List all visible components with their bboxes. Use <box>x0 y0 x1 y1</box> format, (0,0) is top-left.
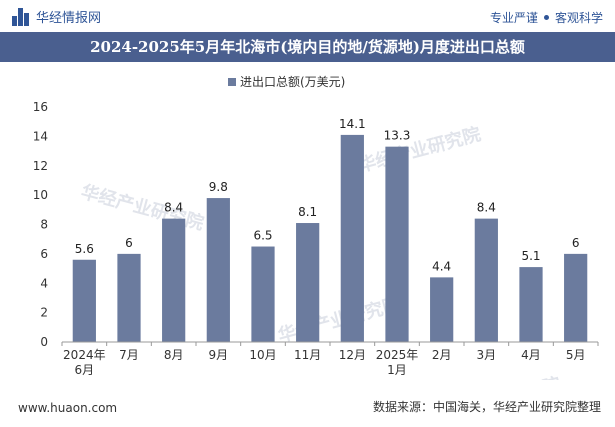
tagline: 专业严谨 客观科学 <box>490 9 603 26</box>
data-label: 8.1 <box>298 205 317 219</box>
watermark-text: 华经产业研究院 <box>276 293 403 347</box>
y-tick-label: 10 <box>33 188 48 202</box>
bar <box>162 218 186 342</box>
x-tick-label: 8月 <box>164 348 184 362</box>
data-label: 8.4 <box>164 201 183 215</box>
x-tick-label: 4月 <box>521 348 541 362</box>
y-tick-label: 0 <box>40 335 48 349</box>
bar <box>117 253 141 342</box>
bar <box>206 198 230 342</box>
legend-swatch <box>228 78 236 86</box>
y-tick-label: 4 <box>40 276 48 290</box>
data-label: 13.3 <box>384 129 411 143</box>
y-tick-label: 16 <box>33 100 48 114</box>
x-tick-label: 7月 <box>119 348 139 362</box>
tagline-b: 客观科学 <box>554 11 603 25</box>
watermark-text: 华经产业研究院 <box>436 373 563 380</box>
y-axis: 0 2 4 6 8 10 12 14 16 <box>33 100 48 349</box>
data-label: 5.1 <box>521 249 540 263</box>
logo-bars-icon <box>12 7 30 26</box>
brand: 华经情报网 <box>12 7 101 26</box>
x-tick-label: 2月 <box>432 348 452 362</box>
x-tick-label: 11月 <box>294 348 321 362</box>
bar <box>296 223 320 342</box>
x-tick-label: 2024年 <box>63 348 106 362</box>
x-tick-label: 6月 <box>75 363 95 377</box>
watermark-text: 华经产业研究院 <box>79 181 206 235</box>
y-tick-label: 8 <box>40 218 48 232</box>
bar-chart: 华经产业研究院华经产业研究院华经产业研究院华经产业研究院 进出口总额(万美元) … <box>33 75 599 380</box>
x-tick-label: 3月 <box>477 348 497 362</box>
x-tick-label: 2025年 <box>376 348 419 362</box>
brand-name: 华经情报网 <box>36 11 102 26</box>
data-label: 14.1 <box>339 117 366 131</box>
bar <box>340 134 364 342</box>
data-label: 4.4 <box>432 259 451 273</box>
bars <box>72 134 588 342</box>
bar <box>564 253 588 342</box>
top-bar: 华经情报网 专业严谨 客观科学 <box>0 0 615 32</box>
data-label: 6.5 <box>253 229 272 243</box>
y-tick-label: 2 <box>40 306 48 320</box>
data-label: 6 <box>125 236 133 250</box>
bar <box>474 218 498 342</box>
dot-icon <box>543 15 549 20</box>
legend: 进出口总额(万美元) <box>228 75 345 89</box>
y-tick-label: 12 <box>33 159 48 173</box>
data-label: 9.8 <box>209 180 228 194</box>
bar <box>72 259 96 342</box>
x-tick-label: 9月 <box>209 348 229 362</box>
x-tick-label: 12月 <box>339 348 366 362</box>
watermark-text: 华经产业研究院 <box>356 123 483 177</box>
y-tick-label: 6 <box>40 247 48 261</box>
bar <box>251 246 275 342</box>
x-tick-label: 10月 <box>249 348 276 362</box>
tagline-a: 专业严谨 <box>489 11 538 25</box>
data-label: 5.6 <box>75 242 94 256</box>
footer-url: www.huaon.com <box>18 401 118 415</box>
x-tick-label: 1月 <box>387 363 407 377</box>
footer-source: 数据来源：中国海关，华经产业研究院整理 <box>372 400 601 414</box>
data-labels: 5.6 6 8.4 9.8 6.5 8.1 14.1 13.3 4.4 8.4 5.1 6 <box>75 117 580 273</box>
y-tick-label: 14 <box>33 129 48 143</box>
legend-label: 进出口总额(万美元) <box>240 75 345 89</box>
data-label: 6 <box>572 236 580 250</box>
data-label: 8.4 <box>477 201 496 215</box>
bar <box>385 146 409 342</box>
chart-title: 2024-2025年5月年北海市(境内目的地/货源地)月度进出口总额 <box>0 32 615 62</box>
x-tick-label: 5月 <box>566 348 586 362</box>
bar <box>519 267 543 342</box>
bar <box>430 277 454 342</box>
